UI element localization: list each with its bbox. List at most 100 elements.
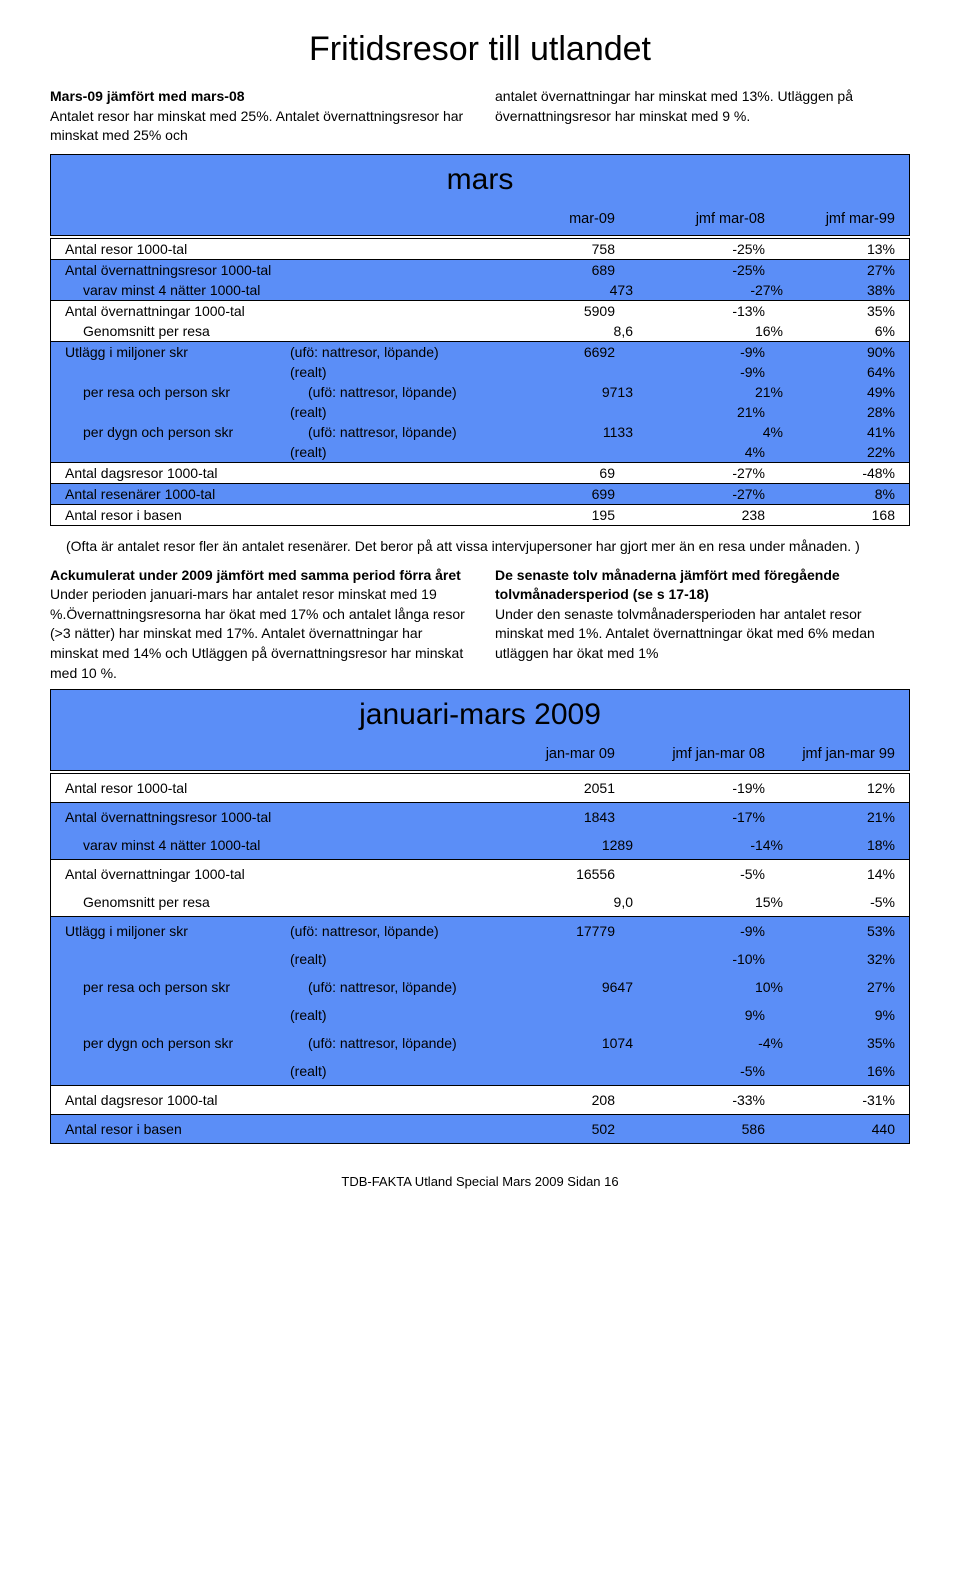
cell-value: -5%	[783, 894, 895, 910]
table-row: Antal resor 1000-tal2051-19%12%	[51, 774, 909, 802]
cell-value: 49%	[783, 384, 895, 400]
table-row: (realt)-9%64%	[51, 362, 909, 382]
col2-h3: jmf jan-mar 99	[765, 746, 895, 762]
row-label: Genomsnitt per resa	[65, 323, 308, 339]
mid-left: Ackumulerat under 2009 jämfört med samma…	[50, 566, 465, 684]
col-h2: jmf mar-08	[615, 211, 765, 227]
cell-value: 21%	[765, 809, 895, 825]
cell-value: 14%	[765, 866, 895, 882]
cell-value: 1133	[503, 424, 633, 440]
cell-value: 9647	[503, 979, 633, 995]
table-row: Antal resor 1000-tal758-25%13%	[51, 239, 909, 259]
intro-left: Mars-09 jämfört med mars-08 Antalet reso…	[50, 87, 465, 146]
cell-value: 9%	[615, 1007, 765, 1023]
table-row: Genomsnitt per resa8,616%6%	[51, 321, 909, 341]
row-label: Antal övernattningar 1000-tal	[65, 303, 290, 319]
table-row: Antal resor i basen195238168	[51, 504, 909, 525]
row-label: Antal resor 1000-tal	[65, 780, 290, 796]
cell-value: 168	[765, 507, 895, 523]
cell-value: -5%	[615, 866, 765, 882]
row-label: Antal resor 1000-tal	[65, 241, 290, 257]
cell-value: 16%	[765, 1063, 895, 1079]
cell-value: 4%	[615, 444, 765, 460]
table-row: (realt)21%28%	[51, 402, 909, 422]
cell-value: 699	[485, 486, 615, 502]
col2-h2: jmf jan-mar 08	[615, 746, 765, 762]
row-sublabel: (realt)	[290, 951, 485, 967]
row-label: per dygn och person skr	[65, 1035, 308, 1051]
mid-right: De senaste tolv månaderna jämfört med fö…	[495, 566, 910, 684]
cell-value: 1289	[503, 837, 633, 853]
cell-value: 208	[485, 1092, 615, 1108]
page-title: Fritidsresor till utlandet	[50, 30, 910, 69]
intro-right-body: antalet övernattningar har minskat med 1…	[495, 88, 853, 124]
cell-value: 53%	[765, 923, 895, 939]
cell-value: 35%	[783, 1035, 895, 1051]
row-sublabel: (ufö: nattresor, löpande)	[308, 424, 503, 440]
cell-value: 758	[485, 241, 615, 257]
row-sublabel: (ufö: nattresor, löpande)	[308, 384, 503, 400]
cell-value: 586	[615, 1121, 765, 1137]
cell-value: 41%	[783, 424, 895, 440]
row-label: per resa och person skr	[65, 384, 308, 400]
row-label: per resa och person skr	[65, 979, 308, 995]
table-row: (realt)-5%16%	[51, 1057, 909, 1085]
table-row: (realt) 4%22%	[51, 442, 909, 462]
cell-value: 35%	[765, 303, 895, 319]
cell-value: 473	[503, 282, 633, 298]
cell-value: 22%	[765, 444, 895, 460]
row-sublabel: (realt)	[290, 364, 485, 380]
cell-value: 38%	[783, 282, 895, 298]
table-row: Antal resenärer 1000-tal699-27%8%	[51, 483, 909, 504]
janmars-band: januari-mars 2009 jan-mar 09 jmf jan-mar…	[50, 689, 910, 771]
cell-value: 238	[615, 507, 765, 523]
cell-value: -48%	[765, 465, 895, 481]
cell-value: -9%	[615, 344, 765, 360]
cell-value: -19%	[615, 780, 765, 796]
cell-value: 90%	[765, 344, 895, 360]
row-sublabel: (realt)	[290, 1063, 485, 1079]
row-label: Antal dagsresor 1000-tal	[65, 465, 290, 481]
intro-left-body: Antalet resor har minskat med 25%. Antal…	[50, 108, 463, 144]
cell-value: 10%	[633, 979, 783, 995]
mars-table: Antal resor 1000-tal758-25%13%Antal över…	[50, 238, 910, 526]
mid-section: Ackumulerat under 2009 jämfört med samma…	[50, 566, 910, 684]
cell-value: 15%	[633, 894, 783, 910]
col-h1: mar-09	[485, 211, 615, 227]
cell-value: 18%	[783, 837, 895, 853]
janmars-head: jan-mar 09 jmf jan-mar 08 jmf jan-mar 99	[51, 738, 909, 770]
table-row: Genomsnitt per resa9,015%-5%	[51, 888, 909, 916]
cell-value: 4%	[633, 424, 783, 440]
cell-value: 21%	[615, 404, 765, 420]
cell-value: -31%	[765, 1092, 895, 1108]
table-row: (realt)-10%32%	[51, 945, 909, 973]
cell-value: 8,6	[503, 323, 633, 339]
cell-value: 69	[485, 465, 615, 481]
col2-h1: jan-mar 09	[485, 746, 615, 762]
intro-section: Mars-09 jämfört med mars-08 Antalet reso…	[50, 87, 910, 146]
table-row: Antal resor i basen502586440	[51, 1114, 909, 1143]
table-row: Antal dagsresor 1000-tal69-27%-48%	[51, 462, 909, 483]
cell-value: 21%	[633, 384, 783, 400]
cell-value: 1074	[503, 1035, 633, 1051]
page-footer: TDB-FAKTA Utland Special Mars 2009 Sidan…	[50, 1174, 910, 1189]
row-sublabel: (realt)	[290, 444, 485, 460]
row-label: varav minst 4 nätter 1000-tal	[65, 837, 308, 853]
cell-value: -4%	[633, 1035, 783, 1051]
janmars-title: januari-mars 2009	[51, 690, 909, 738]
table-row: (realt)9%9%	[51, 1001, 909, 1029]
cell-value: -9%	[615, 364, 765, 380]
intro-right: antalet övernattningar har minskat med 1…	[495, 87, 910, 146]
cell-value: -27%	[633, 282, 783, 298]
row-label: per dygn och person skr	[65, 424, 308, 440]
row-label: Antal dagsresor 1000-tal	[65, 1092, 290, 1108]
mars-title: mars	[51, 155, 909, 203]
cell-value: -10%	[615, 951, 765, 967]
row-label: Genomsnitt per resa	[65, 894, 308, 910]
row-label: Antal övernattningsresor 1000-tal	[65, 809, 290, 825]
mars-band: mars mar-09 jmf mar-08 jmf mar-99	[50, 154, 910, 236]
row-label: Antal resor i basen	[65, 507, 290, 523]
mid-left-head: Ackumulerat under 2009 jämfört med samma…	[50, 567, 461, 583]
row-sublabel: (realt)	[290, 1007, 485, 1023]
row-sublabel: (ufö: nattresor, löpande)	[290, 344, 485, 360]
